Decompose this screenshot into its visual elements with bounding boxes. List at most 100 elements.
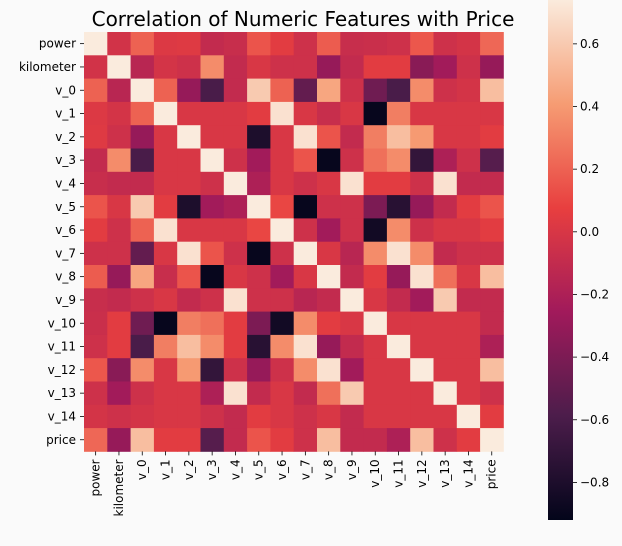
heatmap-cell-v_8-price [480, 265, 504, 289]
heatmap-cell-v_2-v_12 [410, 125, 434, 149]
y-tick-label: kilometer [19, 60, 76, 74]
heatmap-cell-v_5-v_5 [247, 195, 271, 219]
heatmap-cell-v_8-v_7 [293, 265, 318, 289]
heatmap-cell-v_11-power [84, 334, 108, 359]
heatmap-cell-v_5-v_10 [363, 195, 388, 219]
heatmap-cell-kilometer-v_7 [293, 55, 318, 79]
heatmap-cell-v_1-v_4 [223, 101, 248, 126]
heatmap-cell-v_14-v_1 [153, 404, 178, 429]
heatmap-cell-v_7-v_1 [153, 241, 178, 266]
heatmap-cell-price-power [84, 428, 108, 452]
heatmap-cell-v_7-v_4 [223, 241, 248, 266]
heatmap-cell-v_6-power [84, 218, 108, 243]
heatmap-cell-v_13-v_14 [456, 381, 481, 406]
y-tick-label: v_6 [55, 223, 76, 237]
heatmap-cell-v_3-v_0 [130, 148, 155, 173]
heatmap-cell-v_2-v_2 [177, 125, 201, 149]
heatmap-cell-kilometer-v_6 [270, 55, 295, 79]
heatmap-cell-v_14-v_11 [386, 404, 411, 429]
colorbar-tick-label: 0.2 [580, 162, 599, 176]
heatmap-cell-v_5-kilometer [107, 195, 131, 219]
heatmap-cell-v_12-v_14 [456, 358, 481, 382]
heatmap-cell-v_8-v_10 [363, 265, 388, 289]
heatmap-cell-v_11-v_4 [223, 334, 248, 359]
heatmap-cell-v_4-v_1 [153, 171, 178, 196]
heatmap-cell-v_4-v_13 [433, 171, 458, 196]
heatmap-cell-v_7-v_8 [317, 241, 341, 266]
heatmap-cell-v_6-v_13 [433, 218, 458, 243]
heatmap-cell-power-v_7 [293, 32, 318, 56]
y-tick-label: v_1 [55, 107, 76, 121]
heatmap-cell-v_2-v_9 [340, 125, 364, 149]
heatmap-cell-v_1-v_12 [410, 101, 434, 126]
heatmap-cell-v_8-v_5 [247, 265, 271, 289]
heatmap-cell-v_10-v_1 [153, 311, 178, 336]
heatmap-cell-v_0-v_10 [363, 78, 388, 103]
heatmap-cell-price-v_13 [433, 428, 458, 452]
heatmap-cell-v_1-kilometer [107, 101, 131, 126]
heatmap-cell-v_10-v_11 [386, 311, 411, 336]
heatmap-cell-v_10-power [84, 311, 108, 336]
heatmap-cell-kilometer-v_2 [177, 55, 201, 79]
x-tick-label: price [485, 459, 499, 489]
heatmap-cell-v_4-v_8 [317, 171, 341, 196]
heatmap-cell-v_0-v_3 [200, 78, 225, 103]
heatmap-cell-kilometer-v_11 [386, 55, 411, 79]
heatmap-cell-v_12-v_4 [223, 358, 248, 382]
heatmap-cell-v_14-v_6 [270, 404, 295, 429]
heatmap-cell-v_0-v_5 [247, 78, 271, 103]
heatmap-cell-v_5-power [84, 195, 108, 219]
heatmap-cell-v_0-v_14 [456, 78, 481, 103]
heatmap-cell-v_8-v_0 [130, 265, 155, 289]
heatmap-cell-v_13-v_11 [386, 381, 411, 406]
heatmap-cell-price-v_8 [317, 428, 341, 452]
heatmap-cell-v_3-v_4 [223, 148, 248, 173]
y-tick-label: v_13 [48, 386, 76, 400]
heatmap-cell-v_6-kilometer [107, 218, 131, 243]
heatmap-cell-price-kilometer [107, 428, 131, 452]
heatmap-cell-v_2-v_0 [130, 125, 155, 149]
heatmap-cell-v_1-v_9 [340, 101, 364, 126]
heatmap-cell-v_2-v_7 [293, 125, 318, 149]
heatmap-cell-price-v_0 [130, 428, 155, 452]
y-tick-label: v_8 [55, 270, 76, 284]
heatmap-cell-v_6-v_0 [130, 218, 155, 243]
heatmap-cell-v_5-v_12 [410, 195, 434, 219]
heatmap-cell-v_2-v_10 [363, 125, 388, 149]
y-tick-label: v_5 [55, 200, 76, 214]
heatmap-cell-v_0-v_4 [223, 78, 248, 103]
heatmap-cell-v_1-v_11 [386, 101, 411, 126]
heatmap-cell-v_5-v_6 [270, 195, 295, 219]
heatmap-cell-v_1-price [480, 101, 504, 126]
heatmap-cell-v_3-v_13 [433, 148, 458, 173]
heatmap-cell-v_7-v_11 [386, 241, 411, 266]
heatmap-cell-v_13-v_10 [363, 381, 388, 406]
heatmap-cell-v_4-v_2 [177, 171, 201, 196]
heatmap-cell-v_6-v_5 [247, 218, 271, 243]
x-tick-label: v_14 [461, 459, 475, 487]
heatmap-cell-v_0-v_1 [153, 78, 178, 103]
heatmap-cell-v_1-v_0 [130, 101, 155, 126]
heatmap-cell-v_4-v_5 [247, 171, 271, 196]
heatmap-cell-price-v_14 [456, 428, 481, 452]
heatmap-cell-kilometer-v_9 [340, 55, 364, 79]
y-tick-label: v_14 [48, 409, 76, 423]
x-tick-label: v_7 [298, 459, 312, 480]
y-tick-label: v_9 [55, 293, 76, 307]
heatmap-cell-v_3-v_12 [410, 148, 434, 173]
heatmap-cell-v_14-v_3 [200, 404, 225, 429]
heatmap-cell-kilometer-power [84, 55, 108, 79]
heatmap-cell-v_0-power [84, 78, 108, 103]
heatmap-cell-v_10-v_5 [247, 311, 271, 336]
heatmap-cell-v_2-v_4 [223, 125, 248, 149]
heatmap-cell-v_4-v_9 [340, 171, 364, 196]
heatmap-cell-price-v_11 [386, 428, 411, 452]
heatmap-cell-v_2-v_14 [456, 125, 481, 149]
heatmap-cell-v_3-v_11 [386, 148, 411, 173]
heatmap-cell-v_1-v_1 [153, 101, 178, 126]
heatmap-cell-v_13-v_12 [410, 381, 434, 406]
heatmap-cell-price-v_12 [410, 428, 434, 452]
heatmap-cell-v_5-v_7 [293, 195, 318, 219]
heatmap-cell-v_14-v_9 [340, 404, 364, 429]
